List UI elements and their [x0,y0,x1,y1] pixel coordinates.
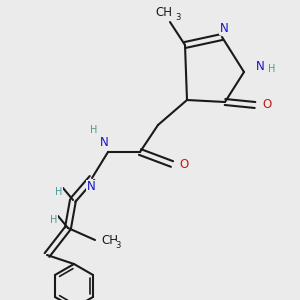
Text: N: N [256,61,264,74]
Text: O: O [179,158,189,170]
Text: CH: CH [101,235,118,248]
Text: CH: CH [155,7,172,20]
Text: H: H [90,125,98,135]
Text: H: H [268,64,276,74]
Text: 3: 3 [175,13,181,22]
Text: N: N [100,136,108,148]
Text: N: N [220,22,228,34]
Text: H: H [50,215,58,225]
Text: O: O [262,98,272,110]
Text: 3: 3 [115,242,121,250]
Text: N: N [87,181,95,194]
Text: H: H [55,187,63,197]
